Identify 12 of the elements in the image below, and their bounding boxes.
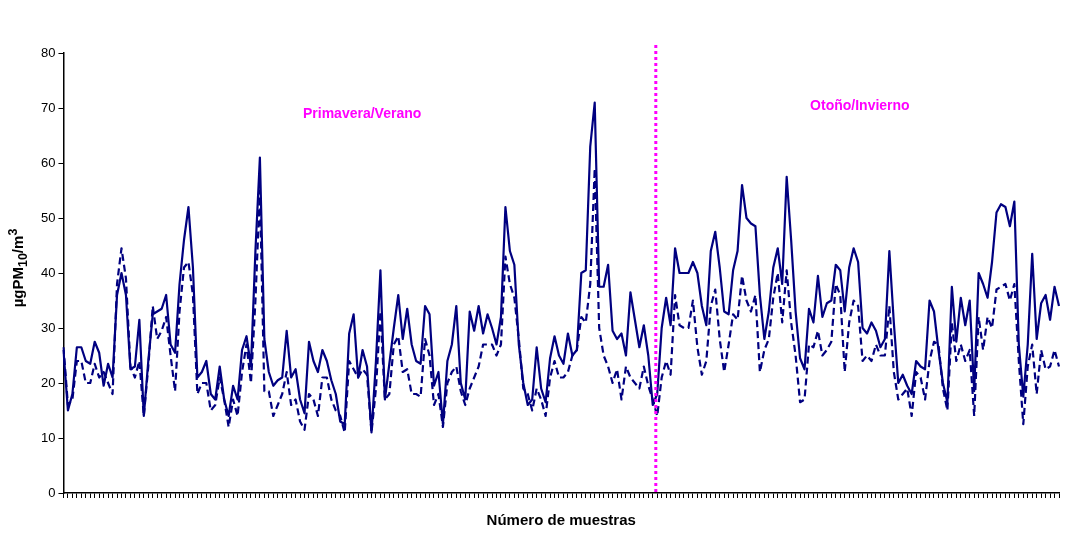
y-tick-label: 0 [48, 484, 56, 500]
annotation: Primavera/Verano [302, 105, 422, 122]
y-tick-label: 40 [40, 264, 56, 280]
y-tick-label: 30 [40, 319, 56, 335]
y-tick-label: 60 [40, 154, 56, 170]
y-tick-label: 20 [40, 374, 56, 390]
annotation: Otoño/Invierno [810, 96, 910, 113]
y-tick-label: 80 [40, 44, 56, 60]
y-tick-label: 70 [40, 99, 56, 115]
x-axis-title: Número de muestras [486, 511, 636, 529]
y-tick-label: 10 [40, 429, 56, 445]
y-tick-label: 50 [40, 209, 56, 225]
